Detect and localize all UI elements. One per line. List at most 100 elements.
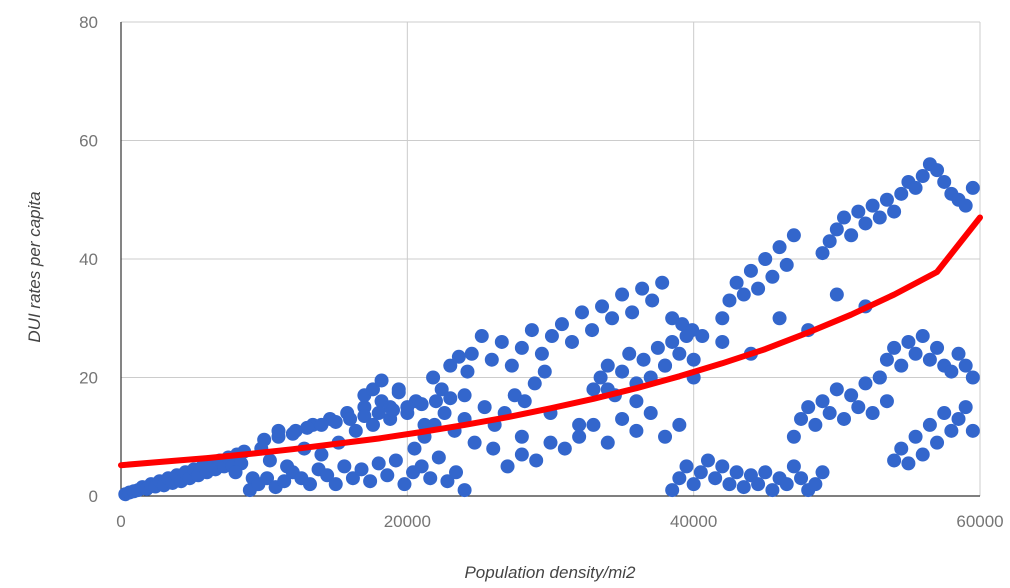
data-point [951, 346, 966, 361]
data-point [434, 382, 449, 397]
data-point [414, 459, 429, 474]
data-point [872, 210, 887, 225]
data-point [887, 204, 902, 219]
data-point [944, 423, 959, 438]
data-point [534, 346, 549, 361]
y-tick-label: 80 [79, 13, 98, 32]
data-point [908, 429, 923, 444]
data-point [894, 358, 909, 373]
data-point [484, 352, 499, 367]
data-point [397, 477, 412, 492]
data-point [779, 477, 794, 492]
data-point [686, 352, 701, 367]
data-point [554, 317, 569, 332]
x-tick-label: 60000 [956, 512, 1003, 531]
data-point [708, 471, 723, 486]
data-point [348, 423, 363, 438]
data-point [722, 477, 737, 492]
data-point [815, 246, 830, 261]
data-point [772, 311, 787, 326]
data-point [658, 429, 673, 444]
data-point [715, 334, 730, 349]
data-point [751, 477, 766, 492]
tick-labels: 0 20 40 60 80 0 20000 40000 60000 [79, 13, 1004, 531]
y-tick-label: 20 [79, 369, 98, 388]
data-point [930, 435, 945, 450]
data-point [629, 423, 644, 438]
y-axis-title: DUI rates per capita [25, 191, 44, 342]
data-point [851, 204, 866, 219]
data-point [635, 281, 650, 296]
data-point [901, 334, 916, 349]
data-point [457, 483, 472, 498]
data-point [504, 358, 519, 373]
data-point [858, 216, 873, 231]
data-point [829, 382, 844, 397]
data-point [758, 252, 773, 266]
data-point [822, 234, 837, 249]
data-point [636, 352, 651, 367]
data-point [794, 471, 809, 486]
data-point [585, 323, 600, 338]
data-point [958, 400, 973, 415]
data-point [320, 468, 335, 483]
data-point [700, 453, 715, 468]
data-point [529, 453, 544, 468]
data-point [879, 394, 894, 409]
data-point [544, 329, 559, 344]
data-point [908, 346, 923, 361]
data-point [271, 423, 286, 438]
data-point [786, 429, 801, 444]
data-point [851, 400, 866, 415]
x-tick-label: 40000 [670, 512, 717, 531]
data-point [464, 346, 479, 361]
data-point [460, 364, 475, 379]
data-point [879, 192, 894, 207]
data-point [672, 417, 687, 432]
data-point [407, 441, 422, 456]
data-point [665, 334, 680, 349]
data-point [474, 329, 489, 344]
data-point [260, 471, 275, 486]
data-point [786, 459, 801, 474]
data-point [743, 263, 758, 278]
data-point [564, 334, 579, 349]
trendline-layer [118, 214, 983, 469]
data-point [887, 340, 902, 355]
data-point [887, 453, 902, 468]
data-point [600, 358, 615, 373]
data-point [808, 417, 823, 432]
data-point [302, 477, 317, 492]
data-point [449, 465, 464, 480]
data-point [514, 340, 529, 355]
data-point [477, 400, 492, 415]
gridlines [121, 21, 981, 496]
data-point [365, 382, 380, 397]
data-point [801, 400, 816, 415]
data-point [629, 394, 644, 409]
data-point [443, 391, 458, 406]
trendline [118, 214, 983, 469]
data-point [431, 450, 446, 465]
data-point [772, 240, 787, 255]
data-point [679, 329, 694, 344]
data-point [386, 403, 401, 418]
data-points [118, 157, 980, 502]
data-point [715, 311, 730, 326]
data-point [486, 441, 501, 456]
data-point [958, 198, 973, 213]
y-tick-label: 60 [79, 132, 98, 151]
data-point [915, 329, 930, 344]
data-point [865, 198, 880, 213]
data-point [715, 459, 730, 474]
data-point [944, 364, 959, 379]
data-point [894, 186, 909, 201]
data-point [695, 329, 710, 344]
data-point [615, 287, 630, 302]
data-point [380, 468, 395, 483]
data-point [527, 376, 542, 391]
data-point [414, 397, 429, 412]
data-point [440, 474, 455, 489]
data-point [572, 417, 587, 432]
